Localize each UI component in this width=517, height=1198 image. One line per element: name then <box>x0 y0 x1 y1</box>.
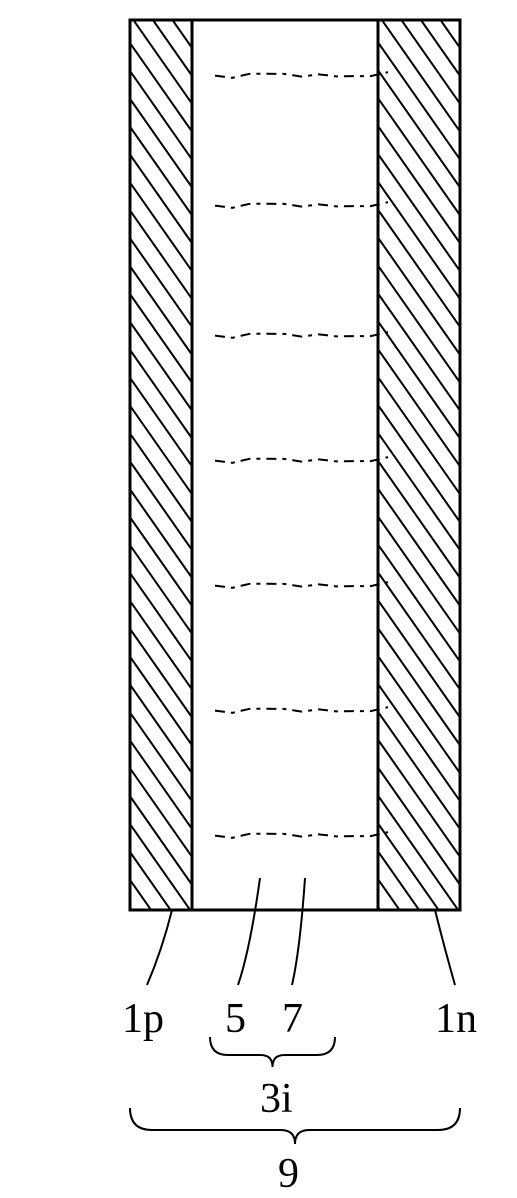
label-7: 7 <box>282 995 303 1043</box>
label-3i: 3i <box>260 1075 293 1123</box>
left-hatched-layer <box>130 0 192 1024</box>
right-hatched-layer <box>378 0 460 1052</box>
layer-outlines <box>130 20 460 910</box>
grouping-braces <box>130 1037 460 1144</box>
label-5: 5 <box>225 995 246 1043</box>
label-9: 9 <box>278 1150 299 1198</box>
interface-dashed-lines <box>215 72 388 838</box>
label-1n: 1n <box>435 995 477 1043</box>
label-1p: 1p <box>122 995 164 1043</box>
